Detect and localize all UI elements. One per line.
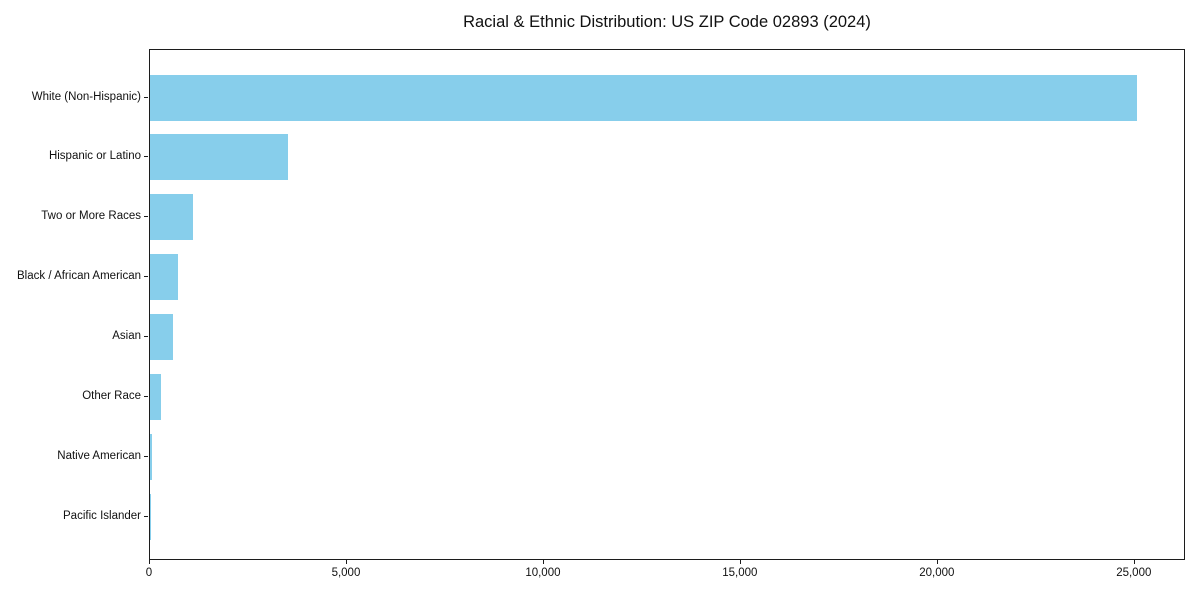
x-tick-mark — [149, 560, 150, 564]
x-tick-mark — [542, 560, 544, 564]
category-label: Two or More Races — [41, 210, 141, 223]
y-tick-mark — [144, 396, 148, 397]
y-tick-mark — [144, 515, 148, 517]
x-tick-label: 5,000 — [331, 567, 361, 579]
category-label: Other Race — [82, 390, 141, 402]
bar — [150, 254, 178, 301]
x-tick-label: 20,000 — [919, 567, 955, 579]
bar — [150, 194, 193, 241]
y-tick-mark — [144, 336, 148, 338]
y-tick-mark — [144, 276, 148, 278]
category-label: Native American — [57, 449, 141, 462]
plot-area — [149, 49, 1185, 560]
x-tick-mark — [1133, 560, 1135, 564]
category-label: Black / African American — [17, 270, 141, 283]
bar — [150, 374, 162, 420]
y-tick-mark — [144, 216, 148, 218]
x-tick-label: 15,000 — [722, 567, 758, 579]
y-tick-mark — [144, 96, 148, 98]
y-tick-mark — [144, 455, 148, 457]
category-label: Pacific Islander — [63, 509, 141, 522]
bar — [150, 74, 1137, 121]
category-label: White (Non-Hispanic) — [31, 90, 141, 103]
category-label: Asian — [112, 330, 141, 343]
x-tick-mark — [739, 560, 741, 564]
y-tick-mark — [144, 156, 148, 158]
category-label: Hispanic or Latino — [48, 150, 141, 163]
x-tick-label: 10,000 — [525, 567, 561, 579]
bar — [150, 433, 152, 480]
x-tick-mark — [345, 560, 347, 564]
x-tick-label: 25,000 — [1116, 567, 1152, 579]
bar — [150, 134, 288, 181]
x-tick-mark — [936, 560, 938, 564]
chart-title: Racial & Ethnic Distribution: US ZIP Cod… — [463, 13, 871, 31]
x-tick-label: 0 — [145, 567, 153, 579]
bar — [150, 314, 173, 361]
